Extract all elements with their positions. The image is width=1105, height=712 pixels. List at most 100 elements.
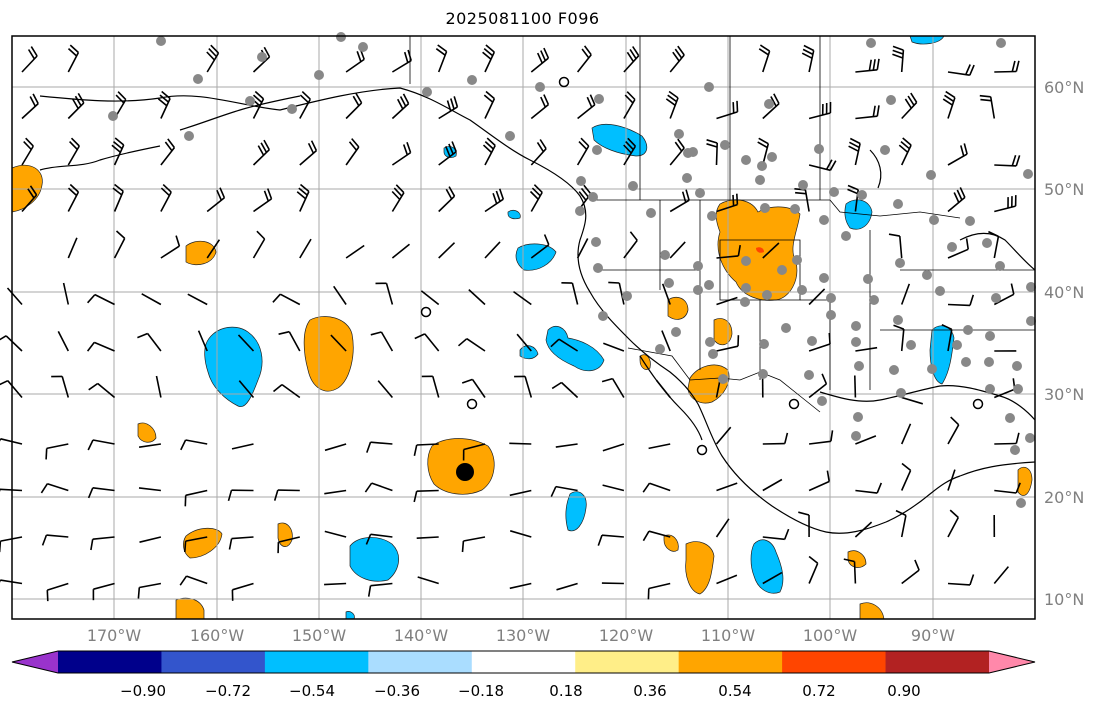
- station-marker: [857, 190, 867, 200]
- station-marker: [674, 129, 684, 139]
- colorbar-tick: −0.54: [289, 682, 335, 700]
- station-marker: [851, 431, 861, 441]
- lat-label-50n: 50°N: [1044, 180, 1084, 199]
- station-marker: [741, 256, 751, 266]
- station-marker: [929, 215, 939, 225]
- station-marker: [535, 82, 545, 92]
- station-marker: [287, 104, 297, 114]
- station-marker: [720, 140, 730, 150]
- station-marker: [853, 412, 863, 422]
- station-marker: [798, 180, 808, 190]
- station-marker: [797, 285, 807, 295]
- station-marker: [767, 152, 777, 162]
- station-marker: [193, 74, 203, 84]
- station-marker: [982, 238, 992, 248]
- station-marker: [257, 52, 267, 62]
- station-marker: [826, 310, 836, 320]
- station-marker: [622, 291, 632, 301]
- station-marker: [156, 36, 166, 46]
- station-marker: [1005, 413, 1015, 423]
- colorbar-extend-low: [12, 651, 58, 673]
- lat-label-60n: 60°N: [1044, 78, 1084, 97]
- station-marker: [598, 311, 608, 321]
- colorbar-tick: 0.18: [549, 682, 582, 700]
- station-marker: [814, 144, 824, 154]
- station-marker: [895, 258, 905, 268]
- station-marker: [704, 280, 714, 290]
- station-marker: [927, 364, 937, 374]
- station-marker: [671, 327, 681, 337]
- station-marker: [1013, 384, 1023, 394]
- station-marker: [893, 199, 903, 209]
- station-marker: [704, 82, 714, 92]
- colorbar-segment: [472, 651, 576, 673]
- station-marker: [854, 361, 864, 371]
- lon-label-150w: 150°W: [292, 626, 346, 645]
- station-marker: [985, 384, 995, 394]
- colorbar-tick: −0.18: [458, 682, 504, 700]
- wind-barb: [324, 584, 346, 585]
- wind-barb: [855, 376, 856, 398]
- lon-label-110w: 110°W: [701, 626, 755, 645]
- colorbar-segment: [782, 651, 886, 673]
- station-marker: [819, 273, 829, 283]
- station-marker: [889, 365, 899, 375]
- station-marker: [841, 231, 851, 241]
- station-marker: [985, 331, 995, 341]
- colorbar-segment: [886, 651, 990, 673]
- station-marker: [695, 188, 705, 198]
- station-marker: [764, 99, 774, 109]
- lon-label-100w: 100°W: [803, 626, 857, 645]
- station-marker: [817, 396, 827, 406]
- colorbar-tick: −0.72: [205, 682, 251, 700]
- station-marker: [1025, 433, 1035, 443]
- station-marker: [880, 145, 890, 155]
- colorbar-tick: −0.36: [374, 682, 420, 700]
- station-marker: [1023, 169, 1033, 179]
- station-marker: [935, 286, 945, 296]
- colorbar-tick: 0.90: [887, 682, 920, 700]
- station-marker: [807, 336, 817, 346]
- station-marker: [851, 337, 861, 347]
- station-marker: [762, 290, 772, 300]
- lat-label-30n: 30°N: [1044, 385, 1084, 404]
- colorbar-tick: 0.36: [633, 682, 666, 700]
- station-marker: [1010, 445, 1020, 455]
- station-marker: [688, 147, 698, 157]
- colorbar-segment: [161, 651, 265, 673]
- colorbar-tick: 0.72: [802, 682, 835, 700]
- station-marker: [708, 349, 718, 359]
- station-marker: [336, 32, 346, 42]
- station-marker: [628, 181, 638, 191]
- station-marker: [1012, 361, 1022, 371]
- station-marker: [422, 87, 432, 97]
- station-marker: [984, 357, 994, 367]
- station-marker: [790, 204, 800, 214]
- lat-label-20n: 20°N: [1044, 488, 1084, 507]
- station-marker: [792, 255, 802, 265]
- station-marker: [869, 295, 879, 305]
- lon-label-140w: 140°W: [394, 626, 448, 645]
- station-marker: [863, 274, 873, 284]
- station-marker: [819, 215, 829, 225]
- station-marker: [682, 173, 692, 183]
- colorbar-segment: [679, 651, 783, 673]
- station-marker: [588, 192, 598, 202]
- station-marker: [777, 265, 787, 275]
- station-marker: [358, 42, 368, 52]
- station-marker: [184, 131, 194, 141]
- station-marker: [759, 339, 769, 349]
- station-marker: [655, 344, 665, 354]
- station-marker: [1016, 498, 1026, 508]
- station-marker: [952, 340, 962, 350]
- station-marker: [591, 237, 601, 247]
- lon-label-130w: 130°W: [496, 626, 550, 645]
- station-marker: [996, 38, 1006, 48]
- lat-label-10n: 10°N: [1044, 590, 1084, 609]
- station-marker: [922, 270, 932, 280]
- station-marker: [896, 388, 906, 398]
- colorbar-segment: [58, 651, 162, 673]
- colorbar-extend-high: [989, 651, 1035, 673]
- station-marker: [646, 208, 656, 218]
